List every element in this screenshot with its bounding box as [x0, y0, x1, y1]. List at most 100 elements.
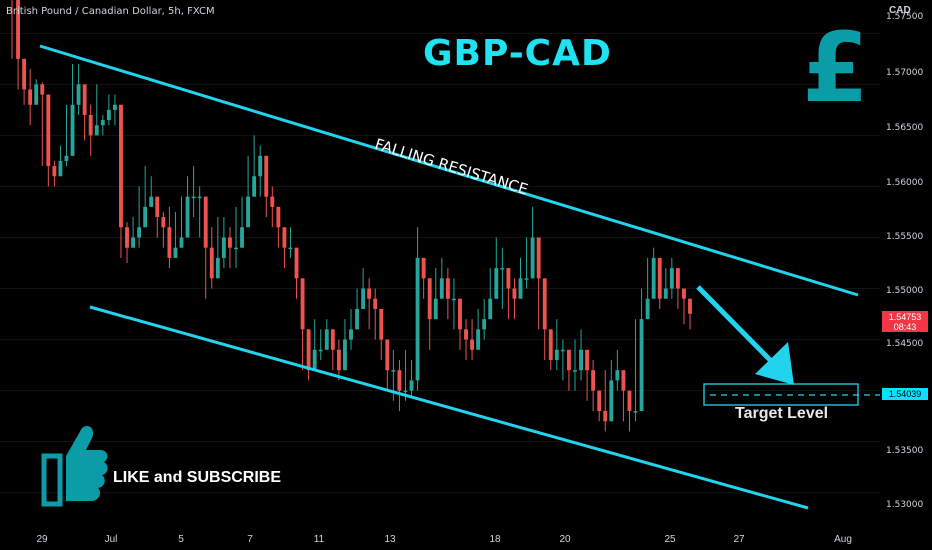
candle-body: [560, 349, 565, 352]
candle-body: [464, 329, 468, 340]
candle: [197, 186, 202, 238]
candle: [445, 268, 450, 320]
candle: [16, 0, 20, 90]
candle-body: [427, 278, 432, 320]
candle-body: [34, 84, 39, 105]
candle-body: [682, 288, 686, 299]
candle: [70, 63, 75, 156]
candle-body: [494, 268, 499, 299]
thumbs-up-icon: [41, 426, 108, 507]
candle-body: [300, 278, 305, 330]
candle-body: [197, 196, 202, 199]
candle: [651, 247, 656, 299]
candle: [106, 94, 111, 126]
candle-body: [209, 247, 214, 279]
candle-body: [330, 329, 335, 350]
candle: [179, 196, 184, 248]
candle: [11, 0, 13, 59]
candle: [451, 278, 456, 330]
target-level-label: Target Level: [735, 405, 829, 422]
candle: [530, 206, 535, 279]
price-tick: 1.56000: [886, 178, 924, 188]
candle-body: [367, 288, 372, 299]
price-tick: 1.53500: [886, 446, 924, 456]
price-tick: 1.57000: [886, 68, 924, 78]
candle-body: [149, 196, 154, 207]
candle-body: [112, 104, 117, 110]
candle: [22, 58, 27, 105]
candle-body: [373, 298, 378, 309]
candle-body: [52, 166, 57, 177]
candle-body: [663, 288, 668, 299]
candle: [573, 339, 577, 391]
candle: [76, 63, 81, 115]
currency-label: CAD: [889, 5, 911, 16]
candle: [585, 349, 590, 401]
current-price-value: 1.54753: [888, 312, 922, 322]
candle: [94, 84, 99, 136]
candle: [28, 69, 33, 126]
candle-body: [482, 319, 487, 330]
chart-title: GBP-CAD: [423, 33, 612, 74]
time-tick: 18: [489, 534, 501, 545]
time-tick: 25: [664, 534, 676, 545]
candle: [46, 94, 51, 187]
candle: [270, 186, 275, 228]
candle-body: [76, 84, 81, 105]
candle: [494, 237, 499, 299]
candle: [258, 145, 263, 197]
candle-body: [349, 329, 353, 340]
candle-body: [645, 298, 650, 320]
candle-body: [131, 237, 136, 248]
candle: [464, 319, 468, 360]
candle: [554, 319, 559, 371]
candlestick-series: [11, 0, 692, 432]
candle-body: [409, 380, 414, 391]
candle: [427, 278, 432, 350]
candle: [119, 104, 123, 258]
candle: [566, 349, 571, 391]
candle: [64, 104, 69, 167]
candle-body: [524, 278, 529, 280]
candle-body: [276, 206, 281, 228]
candle: [439, 257, 444, 299]
candle: [458, 298, 462, 350]
candle: [276, 206, 281, 248]
candle: [385, 339, 390, 391]
candle-body: [58, 160, 63, 177]
candle: [300, 278, 305, 371]
candle: [215, 217, 220, 279]
current-price-badge: 1.54753 08:43: [882, 311, 928, 332]
candle-body: [288, 247, 293, 250]
candle: [40, 82, 45, 167]
candle: [536, 237, 541, 330]
candle-body: [657, 257, 662, 299]
candle-body: [40, 84, 45, 95]
pound-sign-icon: £: [802, 12, 869, 124]
candle-body: [530, 237, 535, 279]
price-tick: 1.56500: [886, 123, 924, 133]
candle-body: [70, 104, 75, 156]
candle-body: [258, 155, 263, 177]
time-tick: 7: [247, 534, 253, 545]
candle-body: [385, 339, 390, 371]
candle: [234, 206, 238, 269]
candle-body: [397, 370, 402, 391]
falling-resistance-line: [39, 44, 859, 297]
candle-body: [137, 227, 142, 238]
candle: [318, 329, 323, 360]
candle: [524, 237, 529, 289]
time-tick: 5: [178, 534, 184, 545]
candle-body: [458, 298, 462, 330]
candle: [155, 196, 160, 238]
candle: [542, 278, 547, 360]
candle: [191, 166, 196, 218]
candle: [482, 298, 487, 340]
candle-body: [627, 390, 632, 412]
candle: [621, 370, 626, 422]
time-tick: 27: [733, 534, 745, 545]
arrow-down-icon: [696, 285, 794, 385]
candle-body: [403, 390, 408, 393]
time-tick: 13: [384, 534, 396, 545]
